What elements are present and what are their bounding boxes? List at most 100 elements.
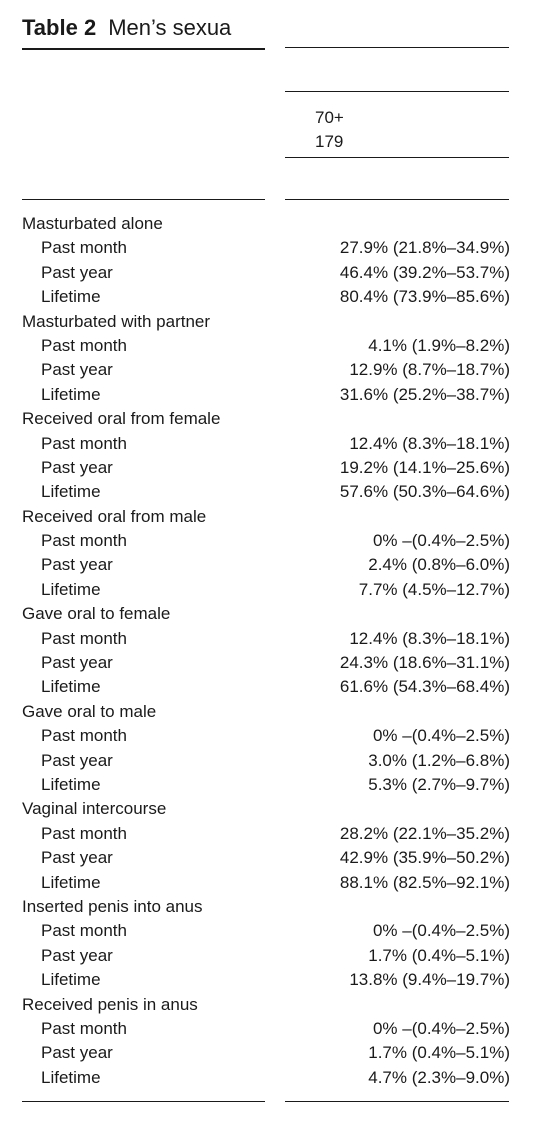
table-row: Lifetime 80.4% (73.9%–85.6%) bbox=[0, 285, 546, 309]
period-label: Past month bbox=[41, 628, 127, 648]
period-label: Past year bbox=[41, 1043, 113, 1063]
category-label: Inserted penis into anus bbox=[22, 896, 203, 916]
value-cell: 3.0% (1.2%–6.8%) bbox=[368, 750, 510, 770]
table-row: Past month 12.4% (8.3%–18.1%) bbox=[0, 627, 546, 651]
category-label: Received oral from female bbox=[22, 409, 221, 429]
period-label: Past year bbox=[41, 653, 113, 673]
value-cell: 12.9% (8.7%–18.7%) bbox=[349, 360, 510, 380]
period-label: Lifetime bbox=[41, 1067, 101, 1087]
value-cell: 28.2% (22.1%–35.2%) bbox=[339, 823, 510, 843]
period-label: Past year bbox=[41, 945, 113, 965]
table-title-text: Men’s sexua bbox=[108, 15, 232, 40]
period-label: Past month bbox=[41, 531, 127, 551]
value-cell: 0% –(0.4%–2.5%) bbox=[372, 921, 510, 941]
table-row: Past year 1.7% (0.4%–5.1%) bbox=[0, 944, 546, 968]
period-label: Past month bbox=[41, 921, 127, 941]
table-row: Past month 12.4% (8.3%–18.1%) bbox=[0, 432, 546, 456]
table-title: Table 2 Men’s sexua bbox=[22, 14, 265, 42]
value-cell: 0% –(0.4%–2.5%) bbox=[372, 531, 510, 551]
category-row: Received oral from male bbox=[0, 505, 546, 529]
rule-top-left bbox=[22, 48, 265, 50]
category-label: Masturbated alone bbox=[22, 214, 163, 233]
value-cell: 42.9% (35.9%–50.2%) bbox=[339, 848, 510, 868]
period-label: Lifetime bbox=[41, 384, 101, 404]
value-cell: 24.3% (18.6%–31.1%) bbox=[339, 653, 510, 673]
table-row: Past month 28.2% (22.1%–35.2%) bbox=[0, 822, 546, 846]
category-label: Gave oral to male bbox=[22, 701, 157, 721]
value-cell: 1.7% (0.4%–5.1%) bbox=[368, 1043, 510, 1063]
value-cell: 13.8% (9.4%–19.7%) bbox=[349, 970, 510, 990]
table-row: Lifetime 57.6% (50.3%–64.6%) bbox=[0, 480, 546, 504]
period-label: Lifetime bbox=[41, 872, 101, 892]
table-row: Lifetime 5.3% (2.7%–9.7%) bbox=[0, 773, 546, 797]
value-cell: 4.7% (2.3%–9.0%) bbox=[368, 1067, 510, 1087]
category-label: Gave oral to female bbox=[22, 604, 171, 624]
period-label: Lifetime bbox=[41, 774, 101, 794]
category-label: Masturbated with partner bbox=[22, 311, 211, 331]
rule-header-bottom bbox=[285, 157, 509, 158]
period-label: Past month bbox=[41, 335, 127, 355]
period-label: Past year bbox=[41, 360, 113, 380]
table-row: Lifetime 13.8% (9.4%–19.7%) bbox=[0, 968, 546, 992]
table-row: Past year 42.9% (35.9%–50.2%) bbox=[0, 846, 546, 870]
table-label: Table 2 bbox=[22, 15, 97, 40]
category-row: Masturbated with partner bbox=[0, 310, 546, 334]
value-cell: 7.7% (4.5%–12.7%) bbox=[358, 579, 510, 599]
value-cell: 12.4% (8.3%–18.1%) bbox=[349, 628, 510, 648]
period-label: Past year bbox=[41, 750, 113, 770]
table-row: Past month 27.9% (21.8%–34.9%) bbox=[0, 236, 546, 260]
table-row: Lifetime 88.1% (82.5%–92.1%) bbox=[0, 871, 546, 895]
value-cell: 4.1% (1.9%–8.2%) bbox=[368, 335, 510, 355]
period-label: Past year bbox=[41, 555, 113, 575]
value-cell: 27.9% (21.8%–34.9%) bbox=[339, 238, 510, 258]
period-label: Lifetime bbox=[41, 287, 101, 307]
value-cell: 1.7% (0.4%–5.1%) bbox=[368, 945, 510, 965]
category-row: Received oral from female bbox=[0, 407, 546, 431]
category-label: Vaginal intercourse bbox=[22, 799, 167, 819]
period-label: Past month bbox=[41, 433, 127, 453]
table-row: Lifetime 7.7% (4.5%–12.7%) bbox=[0, 578, 546, 602]
table-row: Past year 46.4% (39.2%–53.7%) bbox=[0, 261, 546, 285]
value-cell: 46.4% (39.2%–53.7%) bbox=[339, 262, 510, 282]
period-label: Past year bbox=[41, 848, 113, 868]
rule-bottom-right bbox=[285, 1101, 509, 1102]
table-row: Past year 3.0% (1.2%–6.8%) bbox=[0, 749, 546, 773]
value-cell: 0% –(0.4%–2.5%) bbox=[372, 1018, 510, 1038]
table-row: Past month 0% –(0.4%–2.5%) bbox=[0, 919, 546, 943]
table-row: Past year 24.3% (18.6%–31.1%) bbox=[0, 651, 546, 675]
period-label: Lifetime bbox=[41, 677, 101, 697]
category-label: Received oral from male bbox=[22, 506, 207, 526]
value-cell: 19.2% (14.1%–25.6%) bbox=[339, 457, 510, 477]
value-cell: 31.6% (25.2%–38.7%) bbox=[339, 384, 510, 404]
category-row: Masturbated alone bbox=[0, 212, 546, 236]
table-row: Past month 0% –(0.4%–2.5%) bbox=[0, 529, 546, 553]
table-body: Masturbated alone Past month 27.9% (21.8%–… bbox=[0, 212, 546, 1090]
table-row: Past year 12.9% (8.7%–18.7%) bbox=[0, 358, 546, 382]
table-row: Lifetime 4.7% (2.3%–9.0%) bbox=[0, 1066, 546, 1090]
category-row: Inserted penis into anus bbox=[0, 895, 546, 919]
value-cell: 12.4% (8.3%–18.1%) bbox=[349, 433, 510, 453]
value-cell: 5.3% (2.7%–9.7%) bbox=[368, 774, 510, 794]
rule-bottom-left bbox=[22, 1101, 265, 1102]
rule-body-top-left bbox=[22, 199, 265, 200]
table-row: Past year 1.7% (0.4%–5.1%) bbox=[0, 1041, 546, 1065]
period-label: Past month bbox=[41, 1018, 127, 1038]
value-cell: 88.1% (82.5%–92.1%) bbox=[339, 872, 510, 892]
period-label: Past month bbox=[41, 823, 127, 843]
value-cell: 2.4% (0.8%–6.0%) bbox=[368, 555, 510, 575]
rule-header-top bbox=[285, 91, 509, 92]
period-label: Past year bbox=[41, 457, 113, 477]
category-row: Received penis in anus bbox=[0, 993, 546, 1017]
column-header-group: 70+ bbox=[315, 108, 344, 127]
table-row: Past month 4.1% (1.9%–8.2%) bbox=[0, 334, 546, 358]
table-row: Lifetime 31.6% (25.2%–38.7%) bbox=[0, 383, 546, 407]
value-cell: 57.6% (50.3%–64.6%) bbox=[339, 482, 510, 502]
table-row: Past month 0% –(0.4%–2.5%) bbox=[0, 1017, 546, 1041]
table-row: Past year 2.4% (0.8%–6.0%) bbox=[0, 553, 546, 577]
value-cell: 0% –(0.4%–2.5%) bbox=[372, 726, 510, 746]
period-label: Past month bbox=[41, 726, 127, 746]
category-label: Received penis in anus bbox=[22, 994, 198, 1014]
category-row: Gave oral to female bbox=[0, 602, 546, 626]
category-row: Vaginal intercourse bbox=[0, 797, 546, 821]
period-label: Past year bbox=[41, 262, 113, 282]
